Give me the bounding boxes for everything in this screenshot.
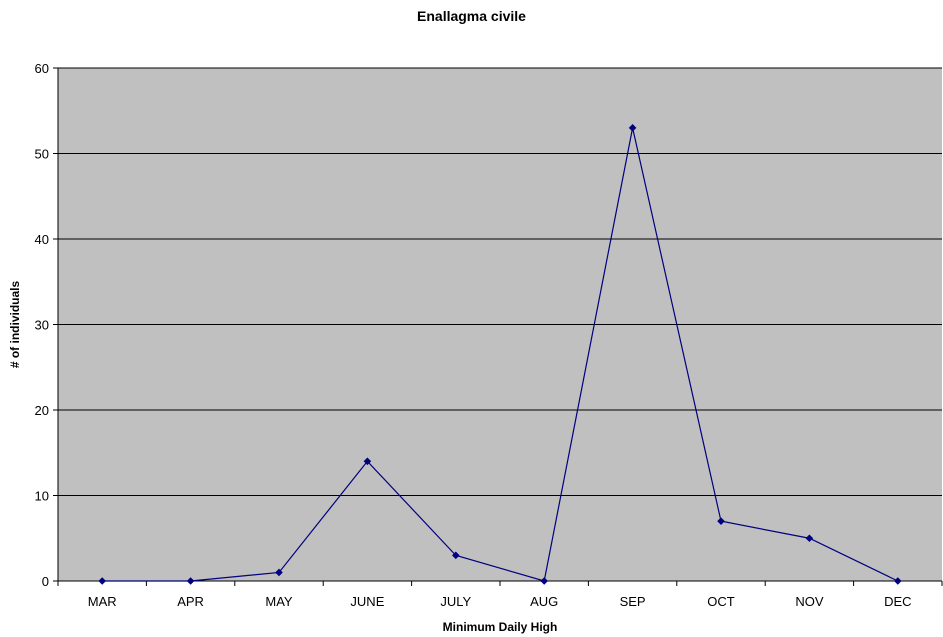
- y-tick-label: 50: [35, 147, 49, 162]
- data-point-marker: [186, 577, 195, 585]
- x-tick-labels: MAR APR MAY JUNE JULY AUG SEP OCT NOV DEC: [57, 581, 943, 609]
- x-tick-label: DEC: [884, 594, 911, 609]
- x-axis-title: Minimum Daily High: [443, 620, 558, 634]
- data-point-marker: [717, 517, 725, 525]
- x-tick-label: AUG: [530, 594, 558, 609]
- data-point-marker: [452, 551, 460, 560]
- x-tick-label: OCT: [707, 594, 735, 609]
- x-tick-label: SEP: [620, 594, 646, 609]
- gridlines: [58, 67, 942, 496]
- x-tick-label: APR: [177, 594, 204, 609]
- x-tick-label: JUNE: [350, 594, 384, 609]
- series: [98, 124, 902, 585]
- y-tick-label: 20: [35, 403, 49, 418]
- data-point-marker: [805, 534, 814, 543]
- y-tick-label: 60: [35, 61, 49, 76]
- chart-title: Enallagma civile: [417, 8, 526, 24]
- data-point-marker: [98, 577, 106, 585]
- y-tick-label: 30: [35, 318, 49, 333]
- x-tick-label: JULY: [440, 594, 471, 609]
- data-point-marker: [894, 577, 902, 585]
- data-point-marker: [363, 457, 372, 466]
- x-tick-label: NOV: [795, 594, 824, 609]
- y-tick-label: 40: [35, 232, 49, 247]
- y-axis-title: # of individuals: [8, 281, 22, 369]
- data-point-marker: [540, 577, 548, 585]
- y-tick-label: 10: [35, 489, 49, 504]
- y-tick-labels: 0 10 20 30 40 50 60: [35, 61, 58, 589]
- data-point-marker: [275, 568, 283, 577]
- x-tick-label: MAR: [88, 594, 117, 609]
- series-line: [102, 127, 899, 582]
- x-tick-label: MAY: [265, 594, 293, 609]
- data-point-marker: [628, 124, 637, 132]
- y-tick-label: 0: [42, 574, 49, 589]
